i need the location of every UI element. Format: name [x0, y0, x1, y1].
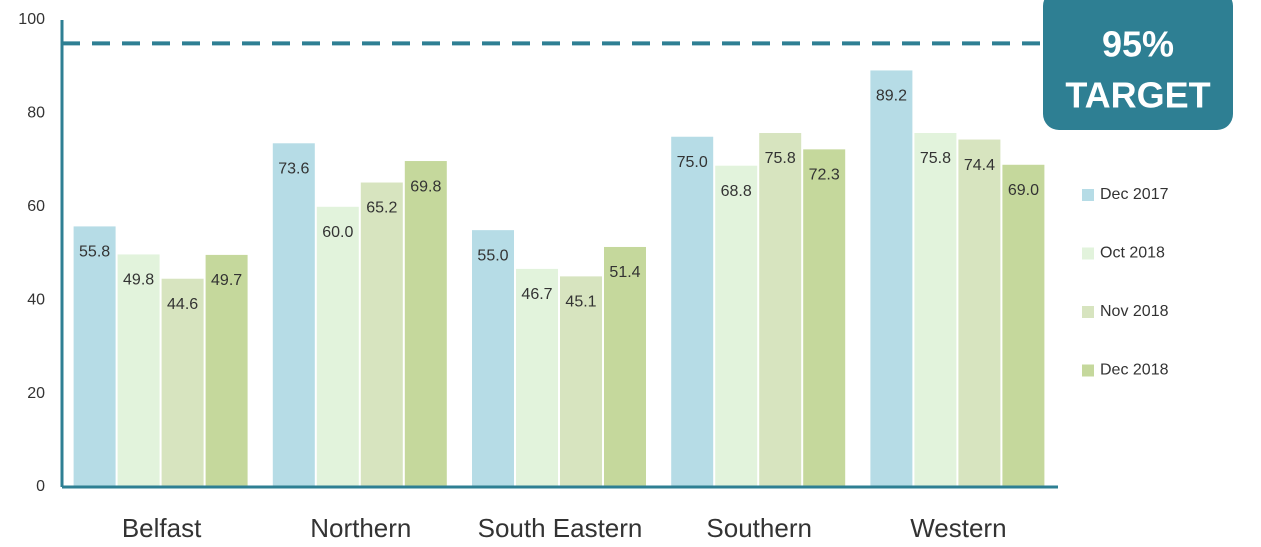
y-tick-label: 100 — [18, 11, 45, 28]
legend-swatch — [1082, 247, 1094, 260]
data-label: 65.2 — [366, 200, 397, 217]
bar — [360, 182, 403, 488]
legend-label: Nov 2018 — [1100, 303, 1169, 320]
data-label: 49.7 — [211, 272, 242, 289]
bar — [1002, 164, 1045, 487]
bar — [671, 136, 714, 487]
bar — [161, 278, 204, 487]
data-label: 74.4 — [964, 157, 995, 174]
y-tick-label: 20 — [27, 385, 45, 402]
bar — [404, 161, 447, 487]
data-label: 55.8 — [79, 244, 110, 261]
data-label: 89.2 — [876, 88, 907, 105]
bar — [272, 143, 315, 487]
x-tick-label: Southern — [706, 513, 812, 543]
target-box — [1043, 0, 1233, 130]
x-tick-label: Western — [910, 513, 1006, 543]
bar — [472, 230, 514, 487]
y-tick-label: 40 — [27, 291, 45, 308]
data-label: 46.7 — [521, 286, 552, 303]
data-label: 60.0 — [322, 224, 353, 241]
bar — [604, 246, 646, 487]
x-tick-label: Northern — [310, 513, 411, 543]
data-label: 75.8 — [765, 150, 796, 167]
data-label: 75.0 — [677, 154, 708, 171]
data-label: 45.1 — [565, 294, 596, 311]
target-text: TARGET — [1065, 75, 1210, 116]
data-label: 72.3 — [809, 167, 840, 184]
legend-label: Dec 2017 — [1100, 186, 1169, 203]
bar — [870, 70, 913, 487]
legend-swatch — [1082, 189, 1094, 201]
target-label: 95% — [1102, 24, 1174, 65]
y-tick-label: 60 — [27, 198, 45, 215]
y-tick-label: 80 — [27, 105, 45, 122]
x-tick-label: Belfast — [122, 513, 202, 543]
bar — [914, 133, 957, 487]
bar — [73, 226, 116, 487]
data-label: 44.6 — [167, 296, 198, 313]
legend-label: Dec 2018 — [1100, 362, 1169, 379]
legend-label: Oct 2018 — [1100, 245, 1165, 262]
bar — [958, 139, 1001, 487]
bar — [205, 254, 248, 487]
bar — [316, 206, 359, 488]
legend-swatch — [1082, 364, 1094, 377]
x-tick-label: South Eastern — [478, 513, 643, 543]
data-label: 69.0 — [1008, 182, 1039, 199]
data-label: 51.4 — [609, 264, 640, 281]
bar — [516, 268, 558, 487]
bar — [560, 276, 602, 487]
bar — [759, 133, 802, 487]
data-label: 55.0 — [477, 247, 508, 264]
data-label: 69.8 — [410, 178, 441, 195]
bar — [715, 165, 758, 488]
bar — [117, 254, 160, 487]
data-label: 75.8 — [920, 150, 951, 167]
data-label: 73.6 — [278, 161, 309, 178]
data-label: 49.8 — [123, 272, 154, 289]
y-tick-label: 0 — [36, 478, 45, 495]
legend-swatch — [1082, 306, 1094, 318]
data-label: 68.8 — [721, 183, 752, 200]
bar — [803, 149, 846, 487]
